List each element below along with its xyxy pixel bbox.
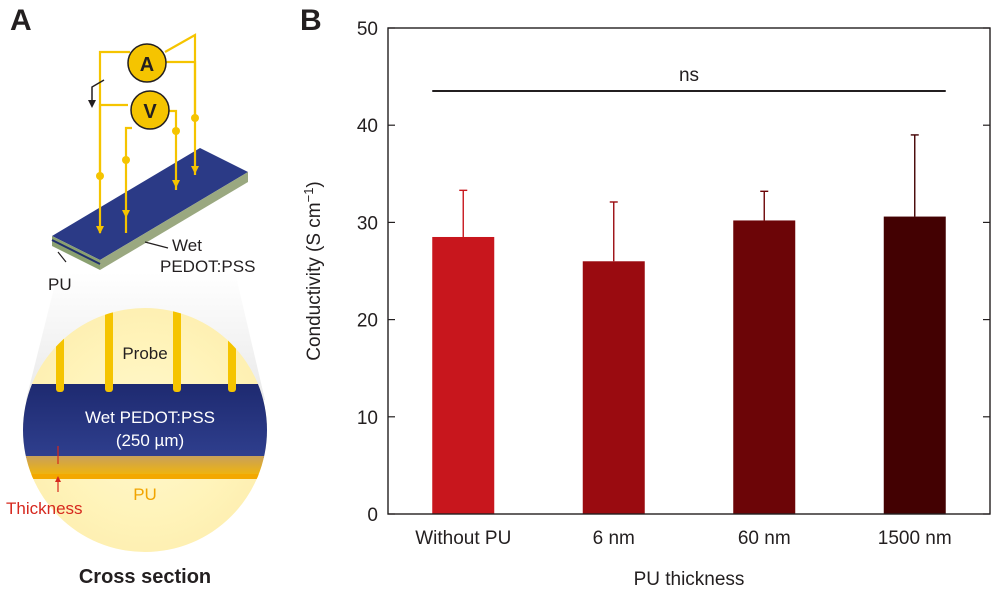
pu-label: PU — [48, 275, 72, 294]
pu-label-pointer — [57, 251, 67, 263]
x-axis-label: PU thickness — [634, 569, 745, 590]
y-tick-label: 40 — [357, 116, 378, 137]
voltmeter: V — [130, 90, 170, 130]
cross-section-caption: Cross section — [79, 566, 211, 588]
measurement-schematic: A V Wet PEDOT:PSS PU — [6, 33, 267, 588]
y-tick-label: 30 — [357, 213, 378, 234]
y-tick-label: 50 — [357, 19, 378, 40]
voltmeter-icon — [130, 90, 170, 130]
x-tick-label: 1500 nm — [878, 528, 952, 549]
x-tick-label: 60 nm — [738, 528, 791, 549]
panel-a-label: A — [10, 4, 32, 37]
ammeter: A — [127, 43, 167, 83]
conductivity-bar-chart: 0 10 20 30 40 50 Without PU 6 nm 60 nm 1500 nm n… — [301, 19, 991, 590]
bar — [582, 261, 645, 514]
y-axis-label: Conductivity (S cm−1) — [301, 181, 325, 361]
bars — [432, 216, 946, 515]
probe-label: Probe — [122, 344, 167, 363]
y-tick-label: 10 — [357, 408, 378, 429]
current-arrow-icon — [91, 79, 105, 104]
x-tick-label: Without PU — [415, 528, 511, 549]
bar — [883, 216, 946, 514]
wet-label-line2: PEDOT:PSS — [160, 257, 255, 276]
current-arrowhead-icon — [88, 100, 96, 108]
wet-label-pointer — [144, 241, 169, 249]
y-tick-label: 20 — [357, 311, 378, 332]
wet-film-label-line2: (250 µm) — [116, 431, 184, 450]
wet-film-label-line1: Wet PEDOT:PSS — [85, 408, 215, 427]
panel-b: B 0 10 20 30 40 50 Without PU 6 nm 60 nm 1500 nm… — [290, 0, 1007, 597]
wet-film-layer — [23, 384, 267, 458]
panel-b-label: B — [300, 4, 322, 37]
significance-annotation: ns — [432, 65, 946, 92]
bar — [432, 236, 495, 515]
pu-layer — [23, 456, 267, 478]
y-axis-ticks: 0 10 20 30 40 50 — [357, 19, 990, 526]
plot-frame — [387, 27, 991, 515]
pu-cross-section-label: PU — [133, 485, 157, 504]
error-bars — [459, 134, 919, 262]
film-slab — [51, 148, 248, 270]
x-axis-ticks: Without PU 6 nm 60 nm 1500 nm — [415, 528, 952, 549]
y-tick-label: 0 — [367, 505, 378, 526]
ammeter-label: A — [140, 54, 154, 76]
cross-section-lens: Probe Wet PEDOT:PSS (250 µm) PU — [23, 308, 267, 552]
panel-a: A — [0, 0, 300, 597]
ammeter-icon — [127, 43, 167, 83]
probe-wires — [98, 33, 197, 233]
wet-label-line1: Wet — [172, 236, 202, 255]
thickness-arrow-icon — [55, 476, 61, 482]
voltmeter-label: V — [143, 101, 157, 123]
significance-label: ns — [679, 65, 699, 86]
x-tick-label: 6 nm — [593, 528, 635, 549]
bar — [733, 220, 796, 514]
thickness-label: Thickness — [6, 499, 83, 518]
probe-contacts — [96, 114, 199, 234]
